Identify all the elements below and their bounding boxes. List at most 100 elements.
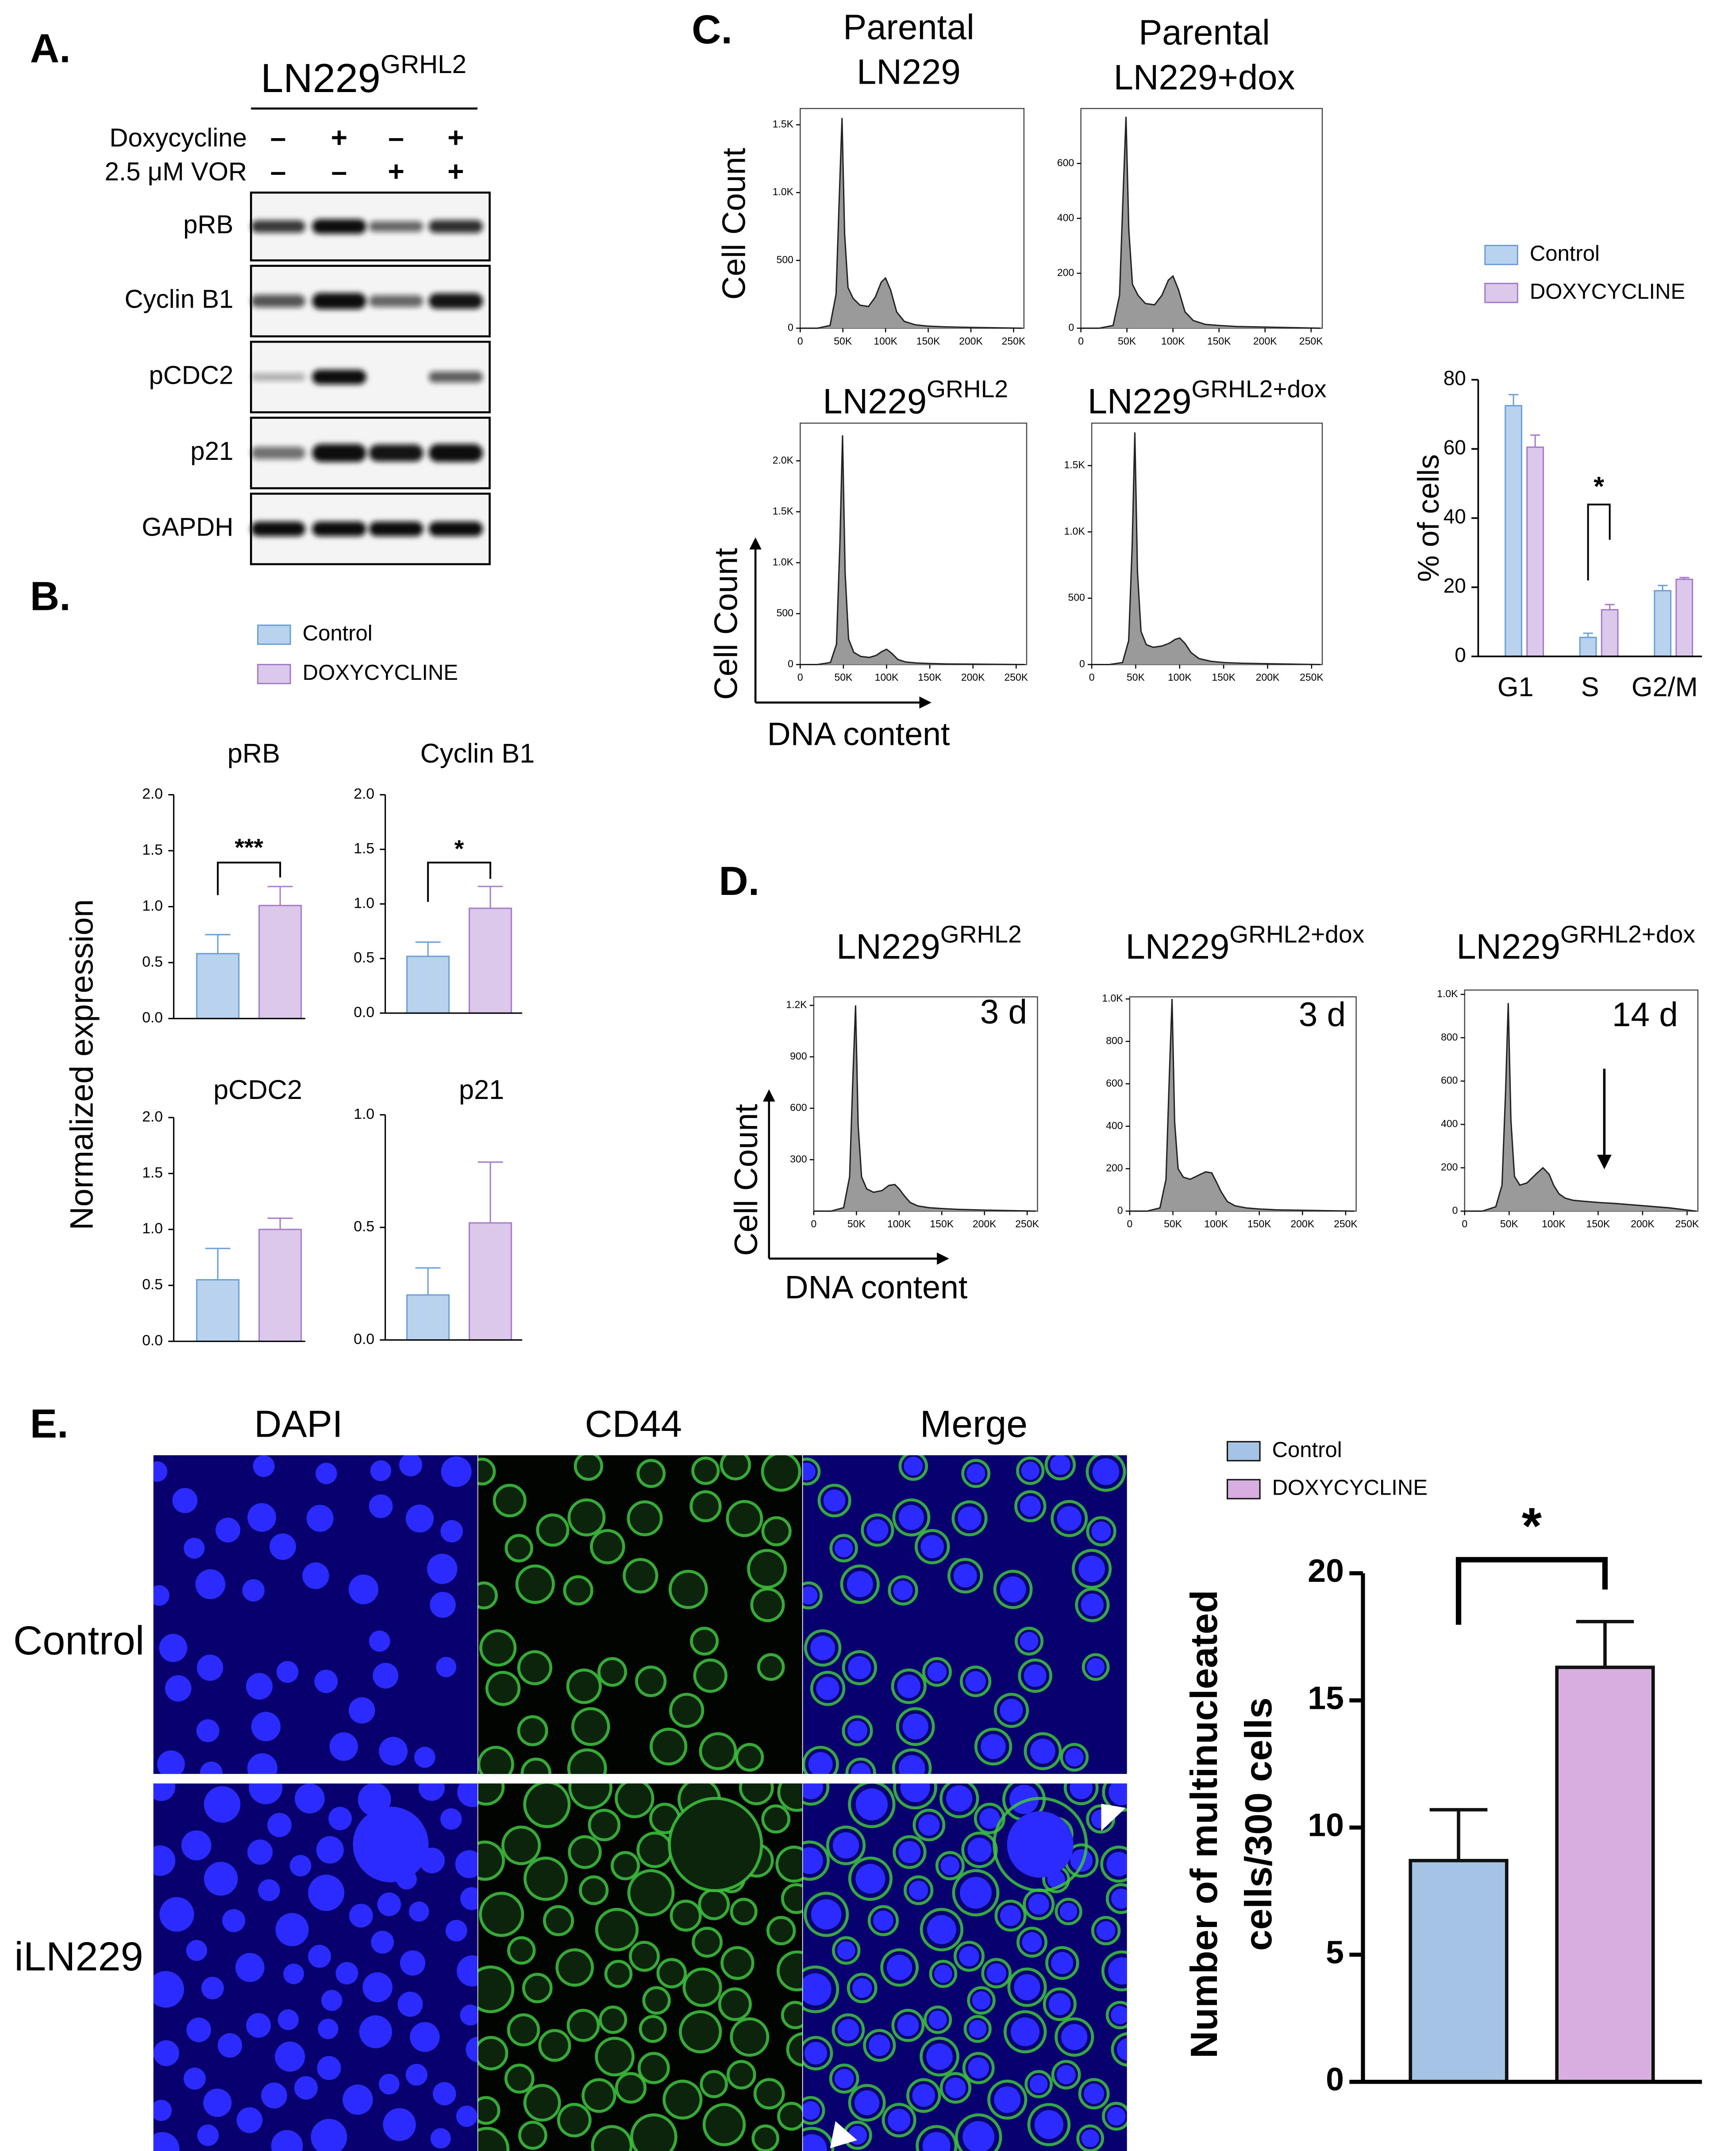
nucleus <box>314 1669 338 1693</box>
nucleus <box>898 1841 921 1863</box>
x-tick-label: 100K <box>875 671 899 683</box>
membrane <box>478 1783 505 1806</box>
x-tick-label: 150K <box>930 1218 954 1230</box>
membrane <box>840 1564 880 1604</box>
x-tick-label: 50K <box>1127 671 1145 683</box>
membrane <box>678 2010 722 2054</box>
legend-swatch <box>1484 282 1518 303</box>
y-tick-label: 600 <box>1057 157 1074 168</box>
nucleus <box>328 1807 352 1831</box>
membrane <box>803 1746 839 1774</box>
y-tick-label: 800 <box>1441 1031 1458 1043</box>
nucleus <box>851 1763 871 1774</box>
x-tick-label: 200K <box>1256 671 1280 683</box>
nucleus <box>316 1836 344 1864</box>
membrane <box>636 1459 666 1488</box>
x-axis-label: DNA content <box>785 1269 967 1306</box>
membrane <box>478 2096 500 2125</box>
plot-frame <box>1091 422 1323 665</box>
y-tick-label: 0 <box>788 322 793 333</box>
membrane <box>1024 1732 1062 1770</box>
nucleus <box>302 1562 329 1589</box>
nucleus <box>1081 2129 1099 2147</box>
membrane <box>777 1783 802 1812</box>
membrane <box>1071 1549 1112 1589</box>
x-tick-label: 50K <box>1164 1218 1182 1230</box>
membrane <box>536 1513 570 1547</box>
y-tick-label: 500 <box>777 607 793 619</box>
membrane <box>555 1948 594 1987</box>
y-tick-label: 900 <box>790 1050 807 1062</box>
y-axis-label: Cell Count <box>707 548 744 700</box>
nucleus <box>823 1489 846 1512</box>
blot-band <box>428 521 483 536</box>
nucleus <box>837 2019 859 2041</box>
membrane <box>891 1668 927 1704</box>
membrane <box>1043 1987 1077 2021</box>
chart-title-main: LN229 <box>1126 927 1230 966</box>
row-header: Control <box>13 1618 144 1663</box>
membrane <box>650 1727 688 1766</box>
nucleus <box>196 1654 223 1681</box>
bar <box>258 905 302 1019</box>
nucleus <box>1109 1783 1127 1805</box>
x-tick-label: 250K <box>1004 671 1028 683</box>
histogram <box>1092 432 1320 666</box>
nucleus <box>269 1533 296 1560</box>
histogram <box>1129 998 1355 1212</box>
blot-band <box>312 370 366 385</box>
nucleus <box>379 1737 408 1766</box>
nucleus <box>349 1904 373 1928</box>
nucleus <box>247 1839 273 1865</box>
x-tick-label: 200K <box>1291 1218 1315 1230</box>
histogram <box>813 1005 1036 1212</box>
nucleus <box>181 1830 212 1861</box>
membrane <box>935 1851 965 1881</box>
y-tick-label: 600 <box>790 1102 807 1113</box>
histogram <box>800 118 1022 329</box>
nucleus <box>803 1847 823 1874</box>
charts: 0.00.51.01.52.0ControlDOXYCYCLINE***pRBN… <box>63 7 1702 2097</box>
y-tick-label: 1.0K <box>1102 992 1123 1004</box>
significance-label: * <box>1594 471 1604 501</box>
nucleus <box>222 1909 246 1932</box>
chart-title: Parental <box>1139 13 1270 52</box>
membrane <box>520 1758 551 1774</box>
nucleus <box>1050 1455 1070 1475</box>
membrane <box>1003 2010 1047 2054</box>
nucleus <box>1014 1974 1040 2001</box>
histogram <box>800 435 1025 666</box>
nucleus <box>898 1755 925 1774</box>
nucleus <box>236 2107 263 2133</box>
membrane <box>939 2072 972 2104</box>
membrane <box>670 1900 702 1932</box>
blot-band <box>369 295 423 307</box>
legend-label: Control <box>1272 1438 1342 1462</box>
x-tick-label: 100K <box>874 335 897 347</box>
y-tick-label: 1.0K <box>773 556 794 567</box>
nucleus <box>455 1850 477 1878</box>
membrane <box>485 1671 521 1706</box>
nucleus <box>197 2124 219 2146</box>
bar <box>1601 609 1619 657</box>
membrane <box>1105 2001 1127 2029</box>
y-tick-label: 500 <box>777 254 793 265</box>
bar <box>196 1279 240 1342</box>
membrane <box>751 2124 780 2151</box>
blot-band <box>369 521 423 536</box>
nucleus <box>466 2036 477 2062</box>
membrane <box>642 1986 671 2015</box>
membrane <box>1063 1783 1099 1805</box>
nucleus <box>902 1713 928 1740</box>
nucleus <box>362 1972 393 2002</box>
chart-title: LN229 <box>857 52 961 92</box>
column-header: DAPI <box>254 1403 343 1445</box>
nucleus <box>203 2088 232 2117</box>
membrane <box>1075 1587 1110 1623</box>
membrane <box>635 1665 667 1697</box>
membrane <box>726 2060 756 2090</box>
y-tick-label: 2.0K <box>773 454 794 466</box>
nucleus <box>294 2076 318 2100</box>
y-tick-label: 15 <box>1308 1679 1344 1716</box>
nucleus <box>981 1734 1006 1759</box>
